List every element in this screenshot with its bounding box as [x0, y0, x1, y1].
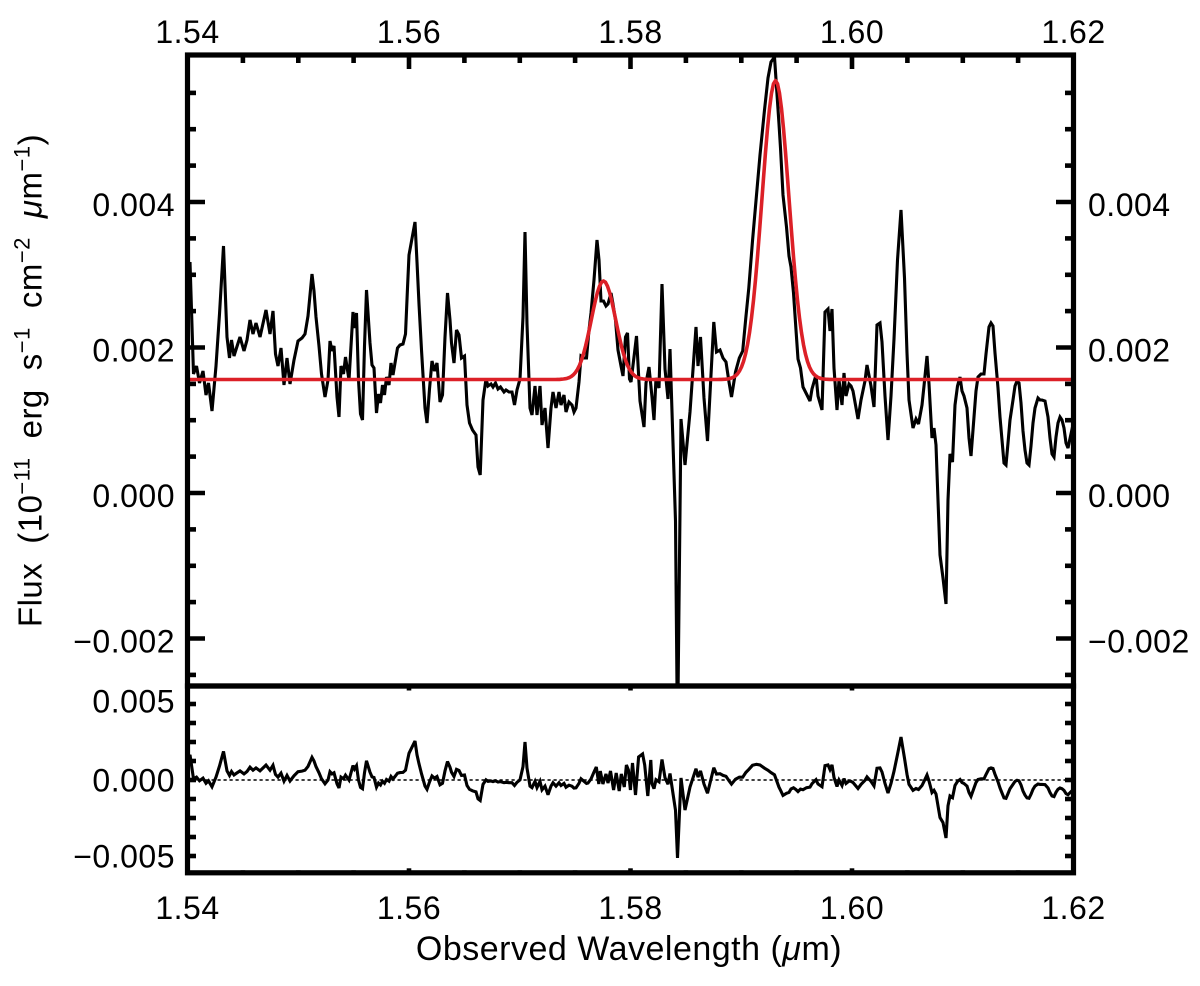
svg-text:1.58: 1.58: [598, 14, 662, 50]
svg-text:1.54: 1.54: [155, 890, 219, 926]
svg-text:0.004: 0.004: [92, 187, 175, 223]
svg-text:Observed Wavelength (μm): Observed Wavelength (μm): [416, 930, 842, 968]
svg-text:0.002: 0.002: [92, 333, 175, 369]
svg-text:1.56: 1.56: [377, 890, 441, 926]
svg-text:Flux (10−11​ erg s−1​ cm−2​ μm: Flux (10−11​ erg s−1​ cm−2​ μm−1​): [10, 134, 49, 627]
svg-text:0.000: 0.000: [1088, 478, 1171, 514]
svg-text:−0.005: −0.005: [73, 839, 175, 875]
svg-text:−0.002: −0.002: [1088, 624, 1190, 660]
svg-text:1.60: 1.60: [820, 14, 884, 50]
svg-text:1.60: 1.60: [820, 890, 884, 926]
svg-text:1.62: 1.62: [1041, 14, 1105, 50]
svg-text:0.000: 0.000: [92, 478, 175, 514]
svg-text:0.004: 0.004: [1088, 187, 1171, 223]
svg-text:0.005: 0.005: [92, 684, 175, 720]
svg-text:0.000: 0.000: [92, 763, 175, 799]
svg-text:1.56: 1.56: [377, 14, 441, 50]
svg-text:0.002: 0.002: [1088, 333, 1171, 369]
svg-text:−0.002: −0.002: [73, 624, 175, 660]
svg-text:1.58: 1.58: [598, 890, 662, 926]
svg-text:1.62: 1.62: [1041, 890, 1105, 926]
svg-text:1.54: 1.54: [155, 14, 219, 50]
